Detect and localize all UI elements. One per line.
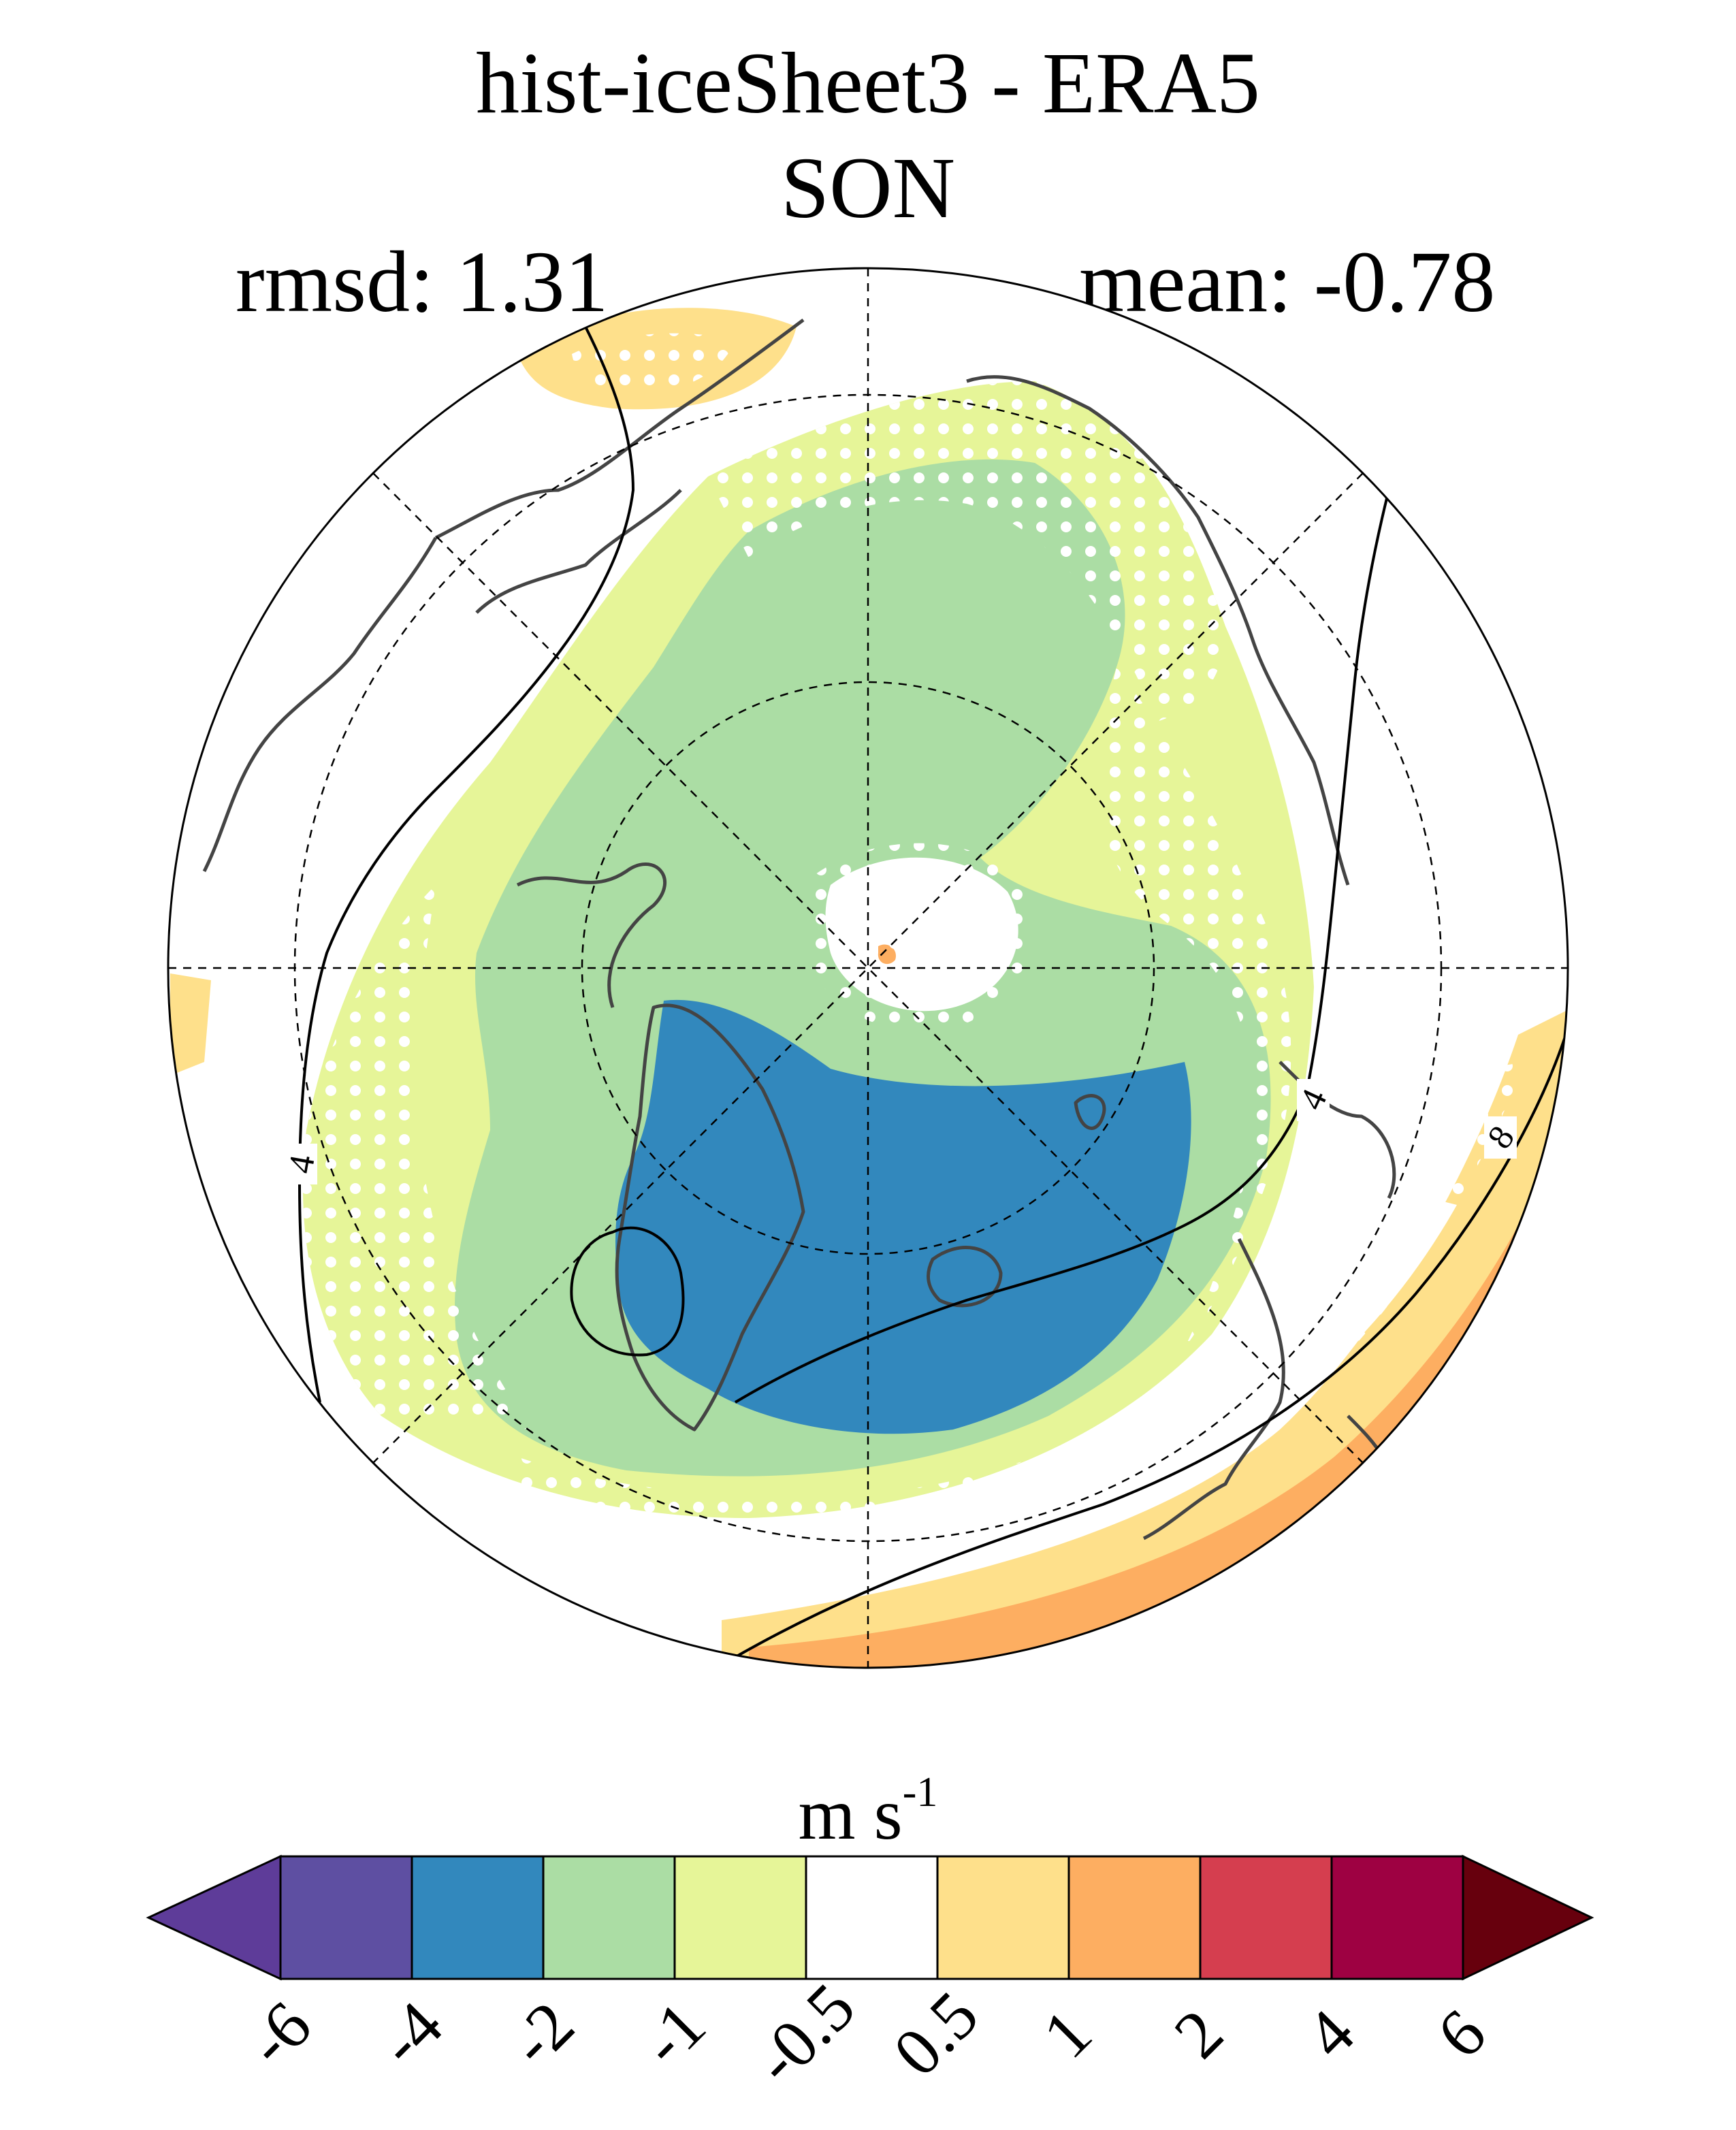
coast-svalbard <box>1074 1094 1106 1130</box>
stippling-east <box>1099 667 1291 1348</box>
title-season: SON <box>780 140 956 236</box>
colorbar-box <box>936 1855 1070 1980</box>
coast-greenland <box>615 1003 805 1432</box>
contour-4-west <box>298 326 635 1403</box>
colorbar-tick-label: 1 <box>1029 1995 1106 2073</box>
colorbar-tick-label: -4 <box>364 1987 457 2080</box>
map-border <box>167 267 1569 1669</box>
colorbar-box <box>1330 1855 1464 1980</box>
stippling-north <box>708 381 1225 722</box>
title-experiment: hist-iceSheet3 - ERA5 <box>476 35 1260 131</box>
colorbar-box <box>279 1855 413 1980</box>
colorbar-tick-label: -6 <box>232 1987 325 2080</box>
stippling-south <box>517 1334 1225 1521</box>
colorbar-box <box>542 1855 676 1980</box>
colorbar-box <box>411 1855 545 1980</box>
stat-rmsd: rmsd: 1.31 <box>236 233 609 330</box>
contour-closed-greenland <box>570 1226 685 1357</box>
colorbar-units-exponent: -1 <box>902 1769 938 1816</box>
colorbar-extend-high <box>1462 1854 1594 1981</box>
colorbar-tick-label: 0.5 <box>879 1977 993 2091</box>
coastlines <box>202 318 1396 1543</box>
polar-map: 4 4 8 <box>167 267 1569 1669</box>
graticule <box>168 268 1568 1668</box>
colorbar-tick-label: 4 <box>1291 1995 1369 2073</box>
colorbar-tick-label: 2 <box>1160 1995 1238 2073</box>
colorbar-tick-label: 6 <box>1423 1995 1500 2073</box>
stippling-top <box>572 333 735 395</box>
colorbar-extend-low <box>146 1854 282 1981</box>
colorbar-units: m s-1 <box>0 1771 1736 1852</box>
stat-mean: mean: -0.78 <box>1079 233 1496 330</box>
field-negative-large <box>615 999 1191 1434</box>
stippling-west <box>302 885 531 1430</box>
colorbar-box <box>673 1855 807 1980</box>
coast-asia <box>966 375 1350 886</box>
colorbar-units-base: m s <box>798 1774 903 1855</box>
coast-iceland <box>926 1246 1003 1308</box>
colorbar-box <box>1067 1855 1202 1980</box>
field-positive-left <box>170 973 211 1076</box>
colorbar-tick-label: -2 <box>495 1987 588 2080</box>
graticule-lat-inner <box>581 681 1155 1255</box>
colorbar-tick-label: -0.5 <box>739 1969 869 2098</box>
colorbar-box <box>805 1855 939 1980</box>
colorbar-box <box>1199 1855 1333 1980</box>
colorbar-tick-label: -1 <box>626 1987 720 2080</box>
contour-8 <box>727 1034 1567 1662</box>
stippling-pole <box>810 843 1032 1031</box>
coast-northamerica <box>202 318 805 1008</box>
